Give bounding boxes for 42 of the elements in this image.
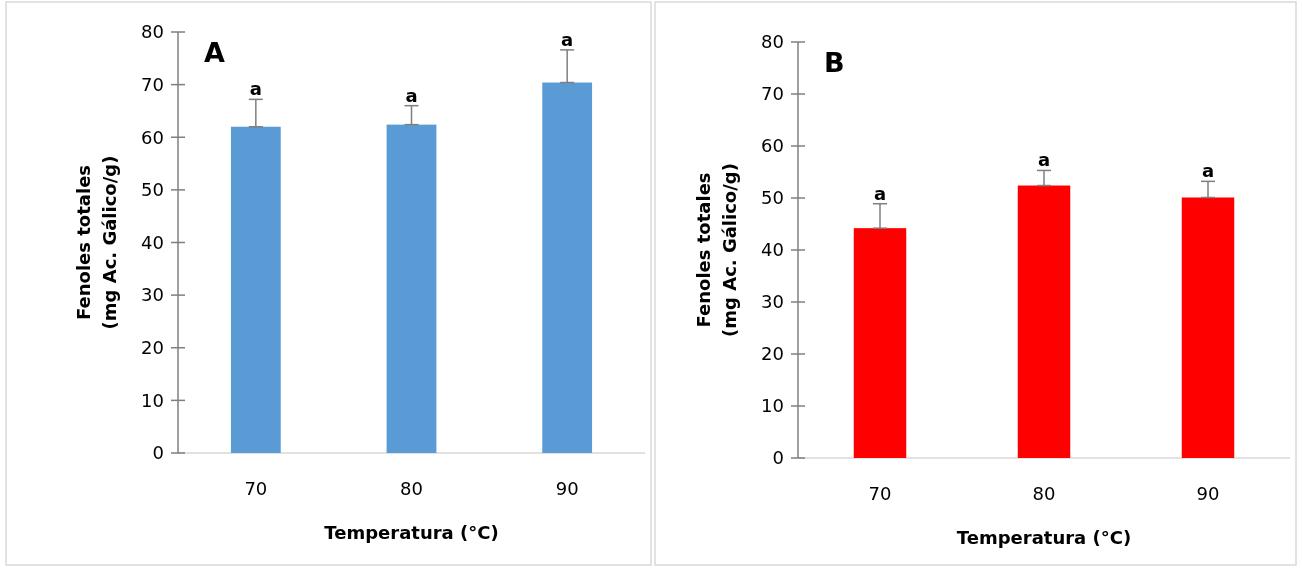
chart-title: B xyxy=(824,47,845,78)
annotation: a xyxy=(1037,149,1051,171)
annotation: a xyxy=(405,84,418,106)
bar xyxy=(1181,197,1235,458)
y-tick-label: 40 xyxy=(141,231,164,253)
y-tick-label: 70 xyxy=(761,83,784,105)
x-tick-label: 70 xyxy=(244,478,268,499)
y-tick-label: 20 xyxy=(761,343,784,365)
chart-title: A xyxy=(204,37,225,68)
y-axis-title: Fenoles totales (mg Ac. Gálico/g) xyxy=(693,163,740,337)
y-tick-label: 0 xyxy=(772,447,784,469)
y-tick-label: 60 xyxy=(761,135,784,157)
y-tick-label: 50 xyxy=(761,187,784,209)
x-axis-title: Temperatura (°C) xyxy=(956,527,1132,548)
y-tick-label: 0 xyxy=(152,442,164,464)
annotation: a xyxy=(1201,160,1215,182)
x-axis-title: Temperatura (°C) xyxy=(324,522,499,543)
y-tick-label: 20 xyxy=(141,337,164,359)
annotation: a xyxy=(561,28,574,50)
x-tick-label: 80 xyxy=(400,478,423,499)
y-tick-label: 30 xyxy=(141,284,164,306)
bar xyxy=(542,82,593,453)
y-tick-label: 30 xyxy=(761,291,784,313)
bar xyxy=(230,126,281,453)
bar xyxy=(386,124,437,453)
y-tick-label: 50 xyxy=(141,179,164,201)
x-tick-label: 80 xyxy=(1032,483,1056,504)
y-tick-label: 10 xyxy=(141,389,164,411)
annotation: a xyxy=(249,78,262,100)
y-tick-label: 80 xyxy=(141,21,164,43)
y-axis-title: Fenoles totales (mg Ac. Gálico/g) xyxy=(73,155,120,330)
y-tick-label: 60 xyxy=(141,126,164,148)
y-tick-label: 40 xyxy=(761,239,784,261)
y-tick-label: 70 xyxy=(141,73,164,95)
bar xyxy=(853,228,907,458)
x-tick-label: 90 xyxy=(555,478,579,499)
y-tick-label: 80 xyxy=(761,31,784,53)
y-tick-label: 10 xyxy=(761,395,784,417)
annotation: a xyxy=(873,182,887,204)
bar xyxy=(1017,185,1071,458)
x-tick-label: 70 xyxy=(868,483,892,504)
x-tick-label: 90 xyxy=(1196,483,1220,504)
